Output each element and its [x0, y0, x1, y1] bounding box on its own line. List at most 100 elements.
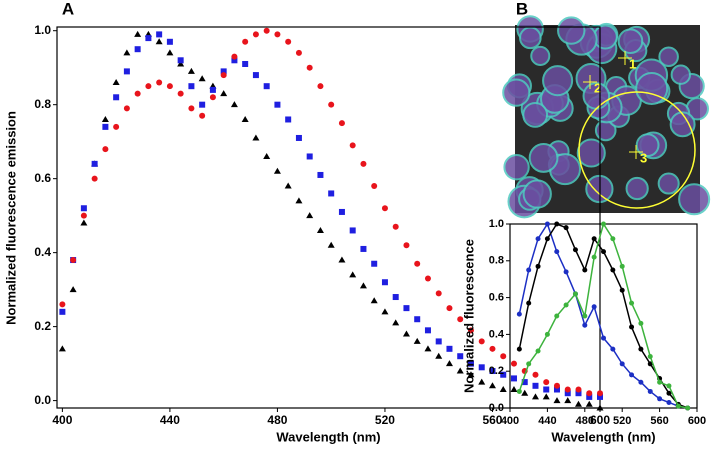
- data-point: [285, 38, 292, 45]
- data-point: [446, 305, 453, 312]
- cell: [617, 28, 644, 55]
- x-tick-label: 480: [576, 415, 594, 427]
- y-tick-label: 0.0: [34, 393, 51, 407]
- data-point: [572, 291, 578, 297]
- data-point: [601, 335, 606, 341]
- data-point: [80, 212, 87, 219]
- data-point: [585, 400, 593, 407]
- data-point: [586, 393, 593, 400]
- panel-label: A: [62, 0, 74, 18]
- data-point: [521, 389, 529, 396]
- data-point: [199, 112, 206, 119]
- data-point: [91, 160, 98, 167]
- x-tick-label: 520: [613, 415, 631, 427]
- data-point: [316, 226, 324, 233]
- cell: [519, 26, 542, 50]
- cell: [576, 138, 606, 168]
- data-point: [446, 345, 453, 352]
- y-tick-label: 0.4: [34, 245, 51, 259]
- data-point: [317, 171, 324, 178]
- y-tick-label: 0.2: [489, 365, 504, 377]
- data-point: [242, 38, 249, 45]
- data-point: [500, 371, 507, 378]
- data-point: [435, 338, 442, 345]
- cell: [522, 101, 549, 128]
- data-point: [516, 388, 522, 394]
- data-point: [582, 322, 588, 328]
- data-point: [629, 300, 635, 306]
- data-point: [424, 275, 431, 282]
- data-point: [510, 375, 517, 382]
- data-point: [489, 368, 496, 375]
- data-point: [610, 346, 616, 352]
- data-point: [647, 361, 653, 367]
- data-point: [554, 249, 560, 255]
- data-point: [564, 390, 571, 397]
- data-point: [657, 379, 663, 385]
- y-tick-label: 0.8: [34, 97, 51, 111]
- data-point: [554, 313, 560, 319]
- data-point: [402, 330, 410, 337]
- data-point: [274, 31, 281, 38]
- data-point: [381, 308, 389, 315]
- data-point: [575, 386, 582, 393]
- data-point: [360, 245, 367, 252]
- data-point: [601, 249, 606, 255]
- data-point: [80, 205, 87, 212]
- cell: [635, 133, 660, 158]
- data-point: [284, 182, 292, 189]
- data-point: [638, 346, 644, 352]
- data-point: [413, 337, 421, 344]
- data-point: [457, 353, 464, 360]
- data-point: [543, 379, 550, 386]
- data-point: [295, 134, 302, 141]
- data-point: [242, 60, 249, 67]
- data-point: [526, 361, 532, 367]
- data-point: [467, 327, 474, 334]
- data-point: [252, 31, 259, 38]
- data-point: [553, 382, 560, 389]
- data-point: [554, 221, 560, 227]
- data-point: [500, 353, 507, 360]
- data-point: [177, 90, 184, 97]
- data-point: [403, 242, 410, 249]
- data-point: [101, 115, 109, 122]
- x-axis-label: Wavelength (nm): [551, 429, 655, 444]
- y-tick-label: 1.0: [34, 23, 51, 37]
- data-point: [544, 236, 550, 242]
- data-point: [521, 379, 528, 386]
- data-point: [349, 142, 356, 149]
- data-point: [198, 75, 206, 82]
- data-point: [274, 101, 281, 108]
- data-point: [252, 72, 259, 79]
- data-point: [306, 64, 313, 71]
- data-point: [123, 49, 131, 56]
- data-point: [586, 390, 593, 397]
- data-point: [591, 254, 597, 260]
- data-point: [328, 101, 335, 108]
- data-point: [371, 260, 378, 267]
- data-point: [478, 338, 485, 345]
- x-tick-label: 480: [267, 413, 287, 427]
- data-point: [563, 269, 569, 275]
- data-point: [424, 327, 431, 334]
- data-point: [597, 393, 603, 400]
- data-point: [199, 101, 206, 108]
- data-point: [657, 396, 663, 402]
- cell: [530, 45, 551, 66]
- data-point: [638, 379, 644, 385]
- data-point: [177, 60, 185, 67]
- data-point: [209, 86, 216, 93]
- data-point: [535, 348, 541, 354]
- x-tick-label: 600: [590, 413, 610, 427]
- data-point: [349, 271, 357, 278]
- data-point: [445, 360, 453, 367]
- x-tick-label: 600: [688, 415, 706, 427]
- y-tick-label: 0.8: [489, 255, 504, 267]
- data-point: [414, 316, 421, 323]
- x-tick-label: 440: [538, 415, 556, 427]
- data-point: [582, 313, 588, 319]
- data-point: [155, 38, 163, 45]
- data-point: [638, 320, 644, 326]
